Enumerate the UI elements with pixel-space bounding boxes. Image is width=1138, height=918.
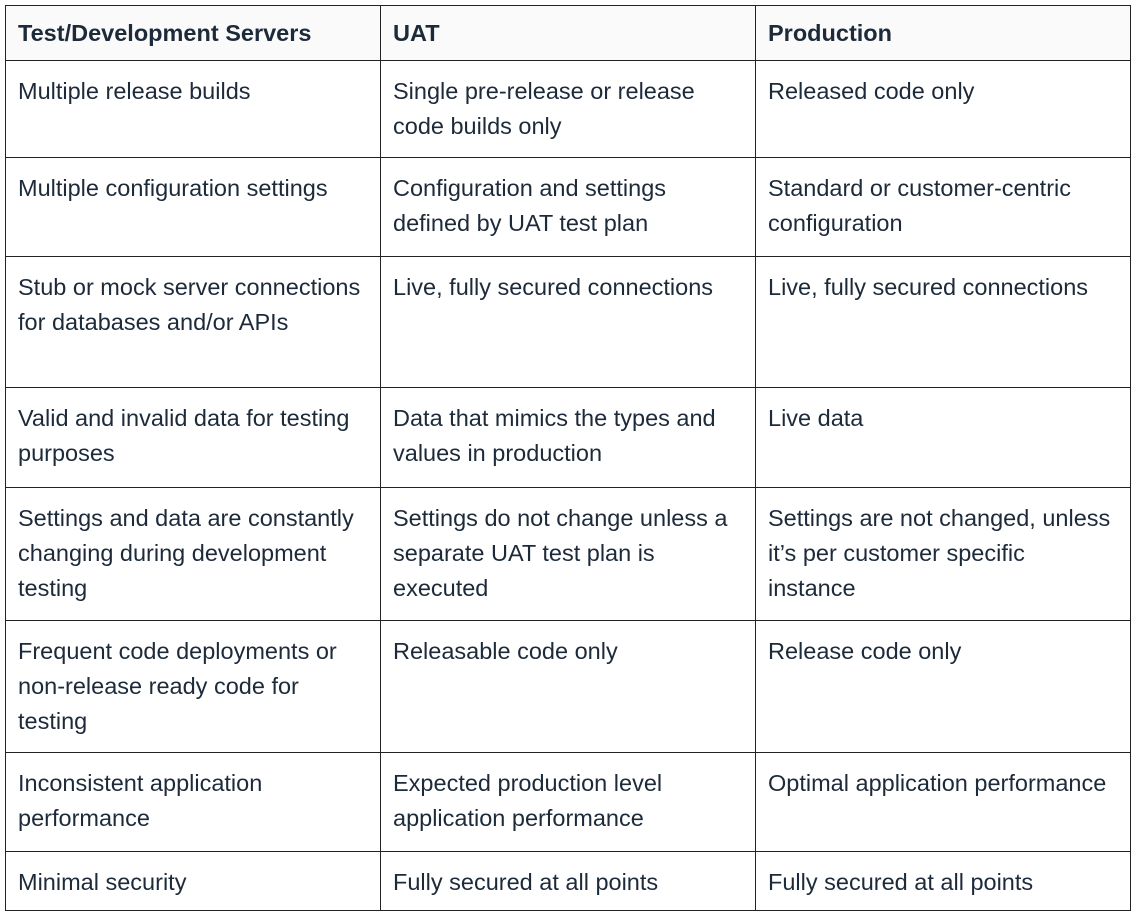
table-cell: Stub or mock server connections for data…	[5, 256, 381, 388]
table-cell: Configuration and settings defined by UA…	[380, 157, 756, 257]
table-cell: Releasable code only	[380, 620, 756, 753]
table-cell: Minimal security	[5, 851, 381, 911]
table-cell: Fully secured at all points	[755, 851, 1131, 911]
table-row: Minimal security Fully secured at all poi…	[5, 851, 1131, 911]
table-row: Multiple configuration settings Configura…	[5, 157, 1131, 257]
table-body: Multiple release builds Single pre-releas…	[5, 60, 1131, 911]
table-row: Valid and invalid data for testing purpo…	[5, 387, 1131, 488]
table-row: Inconsistent application performance Expe…	[5, 752, 1131, 852]
table-cell: Settings are not changed, unless it’s pe…	[755, 487, 1131, 621]
table-cell: Multiple configuration settings	[5, 157, 381, 257]
table-cell: Frequent code deployments or non-release…	[5, 620, 381, 753]
table-cell: Multiple release builds	[5, 60, 381, 158]
table-cell: Fully secured at all points	[380, 851, 756, 911]
table-row: Frequent code deployments or non-release…	[5, 620, 1131, 753]
table-cell: Optimal application performance	[755, 752, 1131, 852]
table-row: Multiple release builds Single pre-releas…	[5, 60, 1131, 158]
header-row: Test/Development Servers UAT Production	[5, 5, 1131, 61]
table-cell: Settings do not change unless a separate…	[380, 487, 756, 621]
table-cell: Single pre-release or release code build…	[380, 60, 756, 158]
table-row: Stub or mock server connections for data…	[5, 256, 1131, 388]
table-cell: Valid and invalid data for testing purpo…	[5, 387, 381, 488]
table-cell: Live data	[755, 387, 1131, 488]
table-row: Settings and data are constantly changin…	[5, 487, 1131, 621]
table-cell: Live, fully secured connections	[380, 256, 756, 388]
table-cell: Data that mimics the types and values in…	[380, 387, 756, 488]
header-cell: UAT	[380, 5, 756, 61]
header-cell: Production	[755, 5, 1131, 61]
table-cell: Expected production level application pe…	[380, 752, 756, 852]
header-cell: Test/Development Servers	[5, 5, 381, 61]
comparison-table: Test/Development Servers UAT Production …	[5, 5, 1131, 911]
table-cell: Inconsistent application performance	[5, 752, 381, 852]
table-cell: Release code only	[755, 620, 1131, 753]
table-cell: Live, fully secured connections	[755, 256, 1131, 388]
table-cell: Standard or customer-centric configurati…	[755, 157, 1131, 257]
table-cell: Released code only	[755, 60, 1131, 158]
table-cell: Settings and data are constantly changin…	[5, 487, 381, 621]
